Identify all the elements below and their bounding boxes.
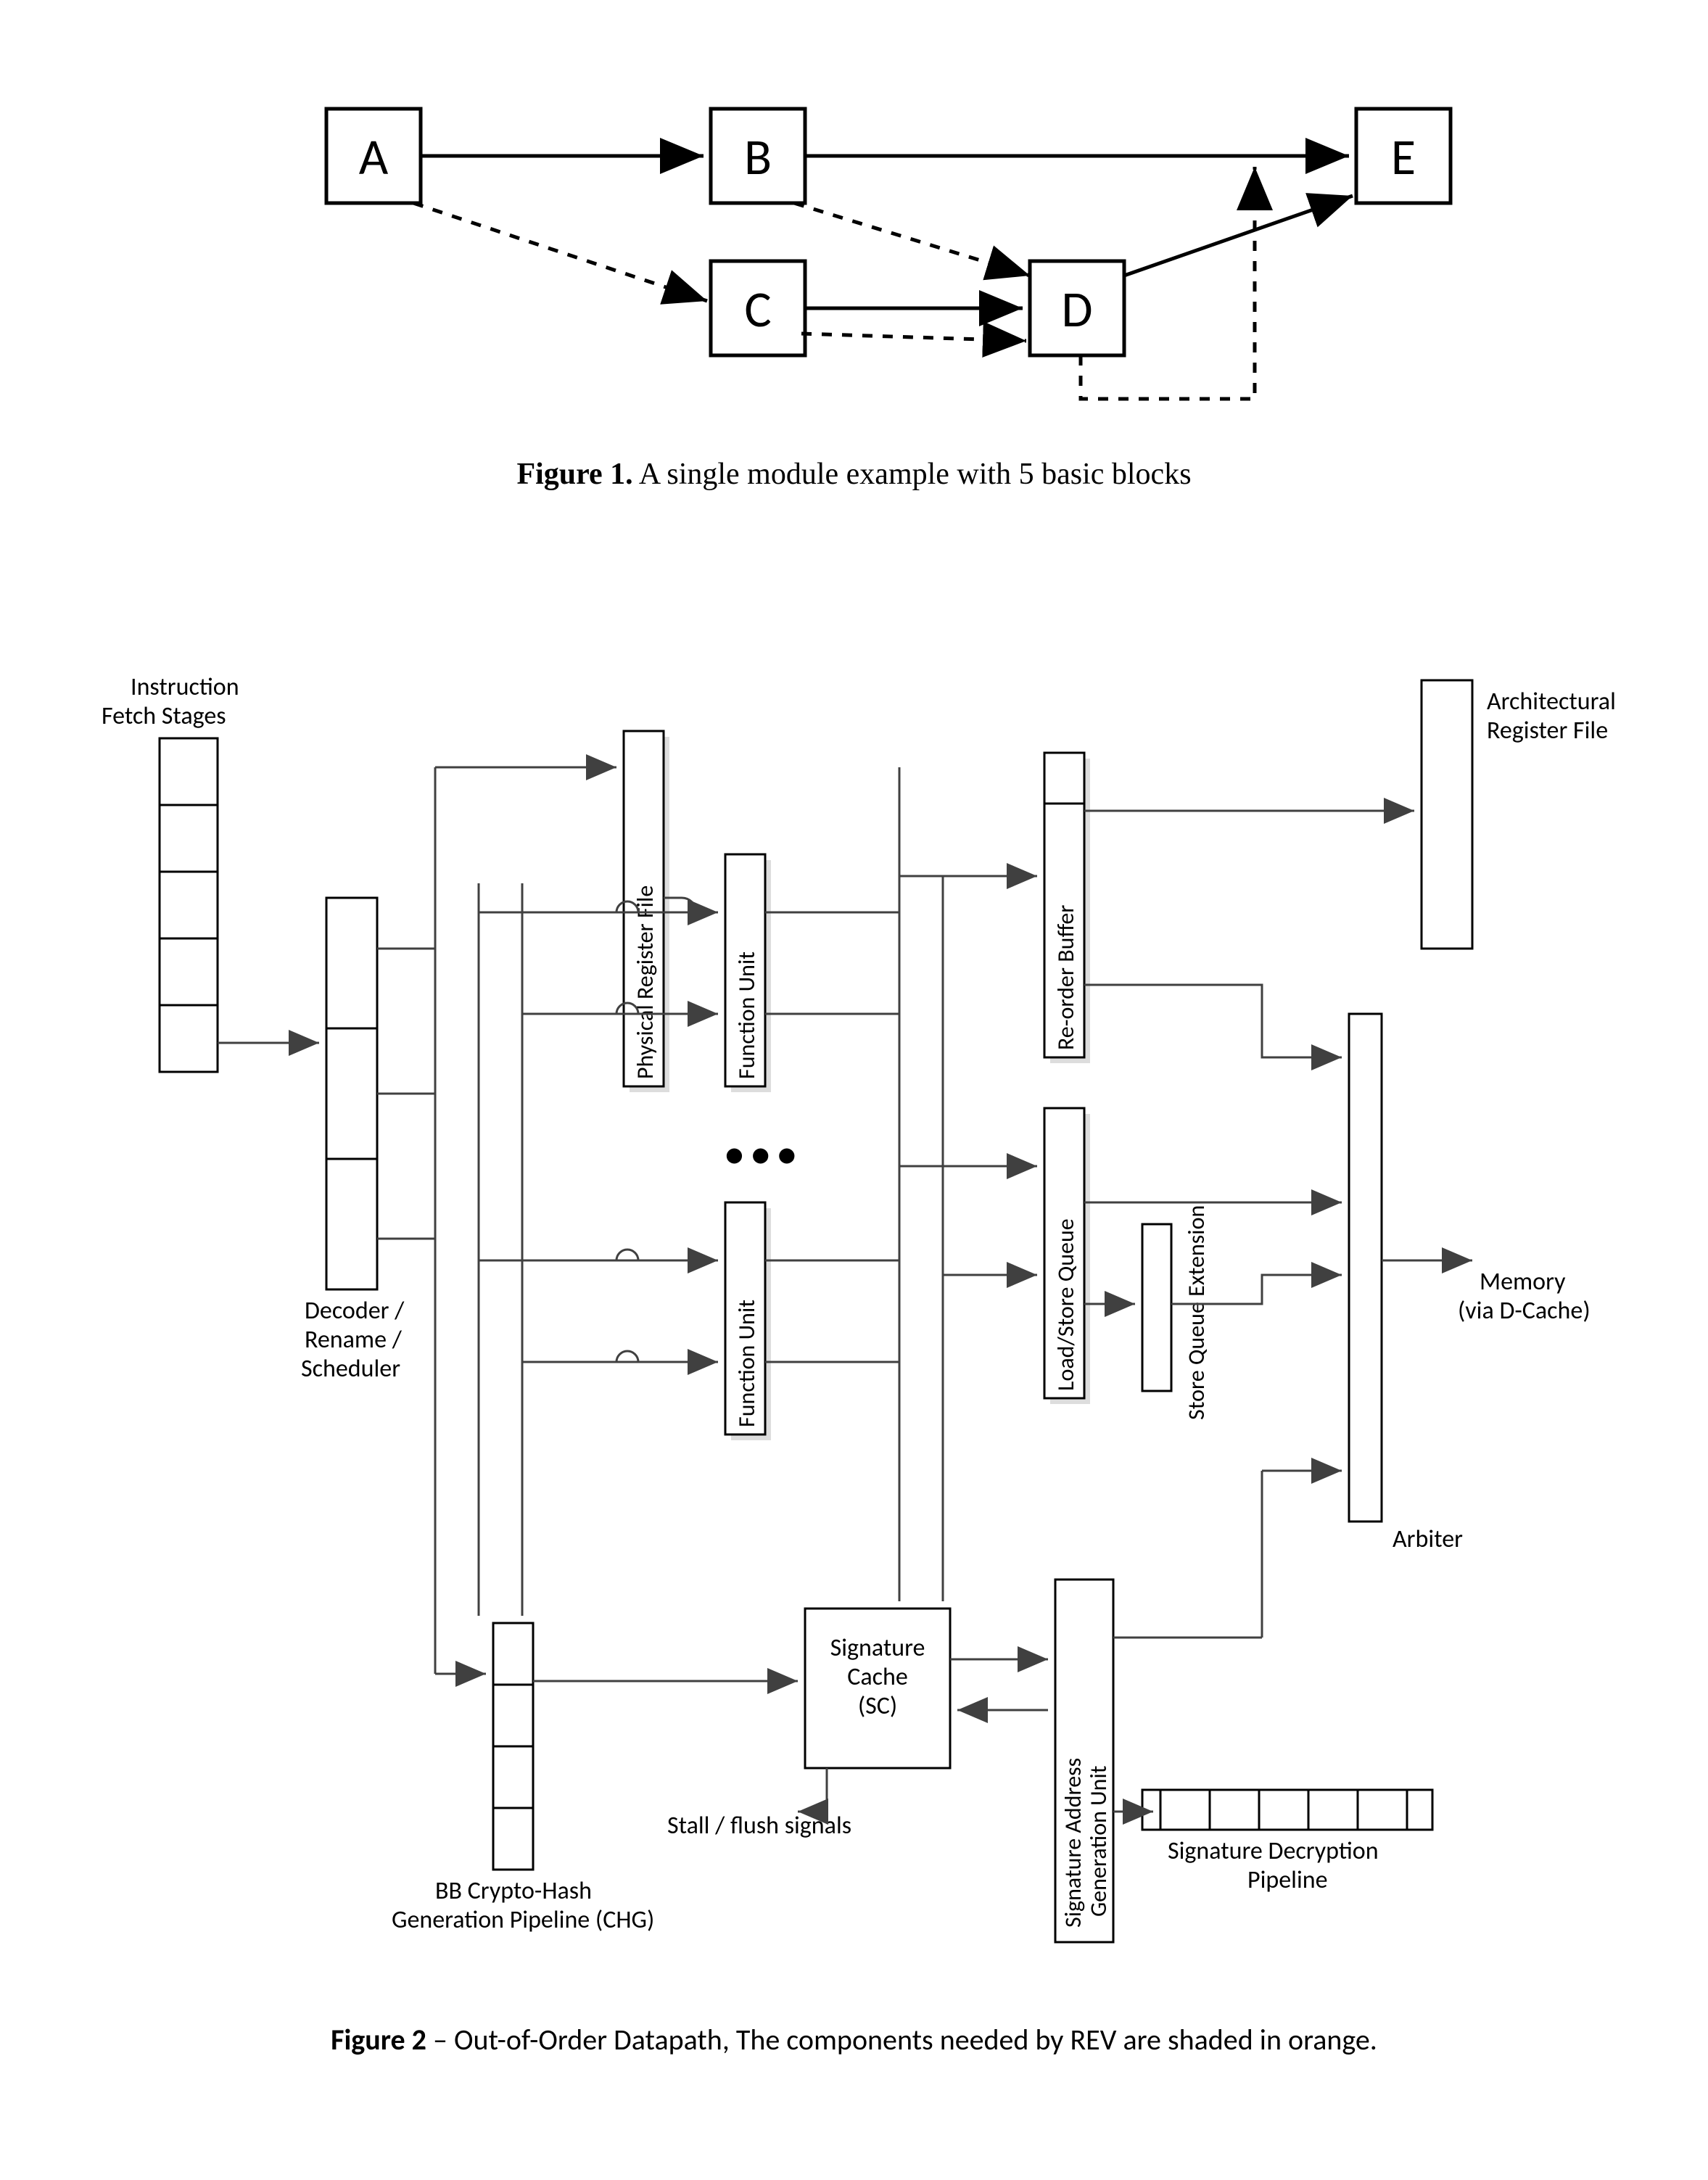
figure2-caption: Figure 2 – Out-of-Order Datapath, The co…	[29, 2022, 1679, 2057]
figure2-caption-prefix: Figure 2	[331, 2022, 426, 2057]
node-B: B	[711, 109, 805, 203]
label-fu2: Function Unit	[733, 1300, 761, 1427]
box-lsq: Load/Store Queue	[1044, 1108, 1090, 1404]
node-D: D	[1030, 261, 1124, 355]
node-A-label: A	[359, 125, 389, 188]
node-C-label: C	[744, 278, 771, 340]
label-memory-1: Memory	[1480, 1267, 1566, 1297]
label-lsq: Load/Store Queue	[1052, 1218, 1080, 1391]
label-decoder-3: Scheduler	[301, 1354, 400, 1384]
node-E: E	[1356, 109, 1451, 203]
label-stall: Stall / flush signals	[667, 1811, 851, 1841]
label-fetch-1: Instruction	[131, 672, 239, 702]
label-memory-2: (via D-Cache)	[1458, 1296, 1591, 1326]
label-decoder-2: Rename /	[305, 1325, 403, 1355]
edge-D-E	[1124, 196, 1353, 276]
box-sdp-h: Signature Decryption Pipeline	[1160, 1790, 1407, 1895]
label-prf: Physical Register File	[631, 885, 659, 1079]
box-chg: BB Crypto-Hash Generation Pipeline (CHG)	[392, 1623, 654, 1935]
figure-2: Instruction Fetch Stages Decoder / Renam…	[29, 550, 1679, 2000]
label-decoder-1: Decoder /	[305, 1296, 405, 1326]
label-fetch-2: Fetch Stages	[102, 701, 226, 731]
figure2-svg: Instruction Fetch Stages Decoder / Renam…	[29, 550, 1679, 2000]
label-sagu-2: Generation Unit	[1084, 1765, 1113, 1917]
box-sc: Signature Cache (SC)	[805, 1609, 950, 1768]
edge-A-C-dashed	[413, 203, 707, 301]
figure1-caption: Figure 1. A single module example with 5…	[29, 457, 1679, 492]
fu-dots: • • •	[725, 1132, 796, 1176]
box-fetch-stages: Instruction Fetch Stages	[102, 672, 239, 1072]
node-A: A	[326, 109, 421, 203]
label-arbiter: Arbiter	[1393, 1524, 1463, 1554]
box-arf: Architectural Register File	[1422, 680, 1616, 949]
label-fu1: Function Unit	[733, 951, 761, 1079]
figure1-svg: A B C D E	[29, 29, 1679, 435]
figure1-caption-text: A single module example with 5 basic blo…	[639, 458, 1192, 491]
label-sagu-1: Signature Address	[1059, 1758, 1087, 1928]
node-E-label: E	[1391, 125, 1416, 188]
box-fu1: Function Unit	[725, 854, 771, 1092]
label-sdp-1: Signature Decryption	[1168, 1836, 1379, 1866]
figure2-caption-text: – Out-of-Order Datapath, The components …	[426, 2022, 1377, 2057]
label-sc-3: (SC)	[858, 1691, 897, 1721]
box-sqe: Store Queue Extension	[1142, 1205, 1210, 1420]
node-C: C	[711, 261, 805, 355]
label-arf-2: Register File	[1487, 716, 1608, 746]
box-arbiter: Arbiter	[1349, 1014, 1463, 1554]
label-sdp-2: Pipeline	[1247, 1865, 1328, 1895]
label-chg-2: Generation Pipeline (CHG)	[392, 1905, 654, 1935]
box-decoder: Decoder / Rename / Scheduler	[301, 898, 405, 1384]
node-D-label: D	[1061, 278, 1092, 340]
label-arf-1: Architectural	[1487, 687, 1616, 717]
label-sc-1: Signature	[830, 1633, 925, 1663]
figure1-caption-prefix: Figure 1.	[516, 458, 632, 491]
label-chg-1: BB Crypto-Hash	[435, 1876, 592, 1906]
box-fu2: Function Unit	[725, 1202, 771, 1440]
edge-B-D-dashed	[794, 203, 1030, 276]
node-B-label: B	[744, 125, 772, 188]
label-sqe: Store Queue Extension	[1182, 1205, 1210, 1420]
label-sc-2: Cache	[847, 1662, 908, 1692]
box-sagu: Signature Address Generation Unit	[1055, 1580, 1113, 1942]
label-rob: Re-order Buffer	[1052, 905, 1080, 1050]
box-rob: Re-order Buffer	[1044, 753, 1090, 1063]
figure-1: A B C D E	[29, 29, 1679, 435]
edge-C-D-dashed	[801, 334, 1026, 341]
